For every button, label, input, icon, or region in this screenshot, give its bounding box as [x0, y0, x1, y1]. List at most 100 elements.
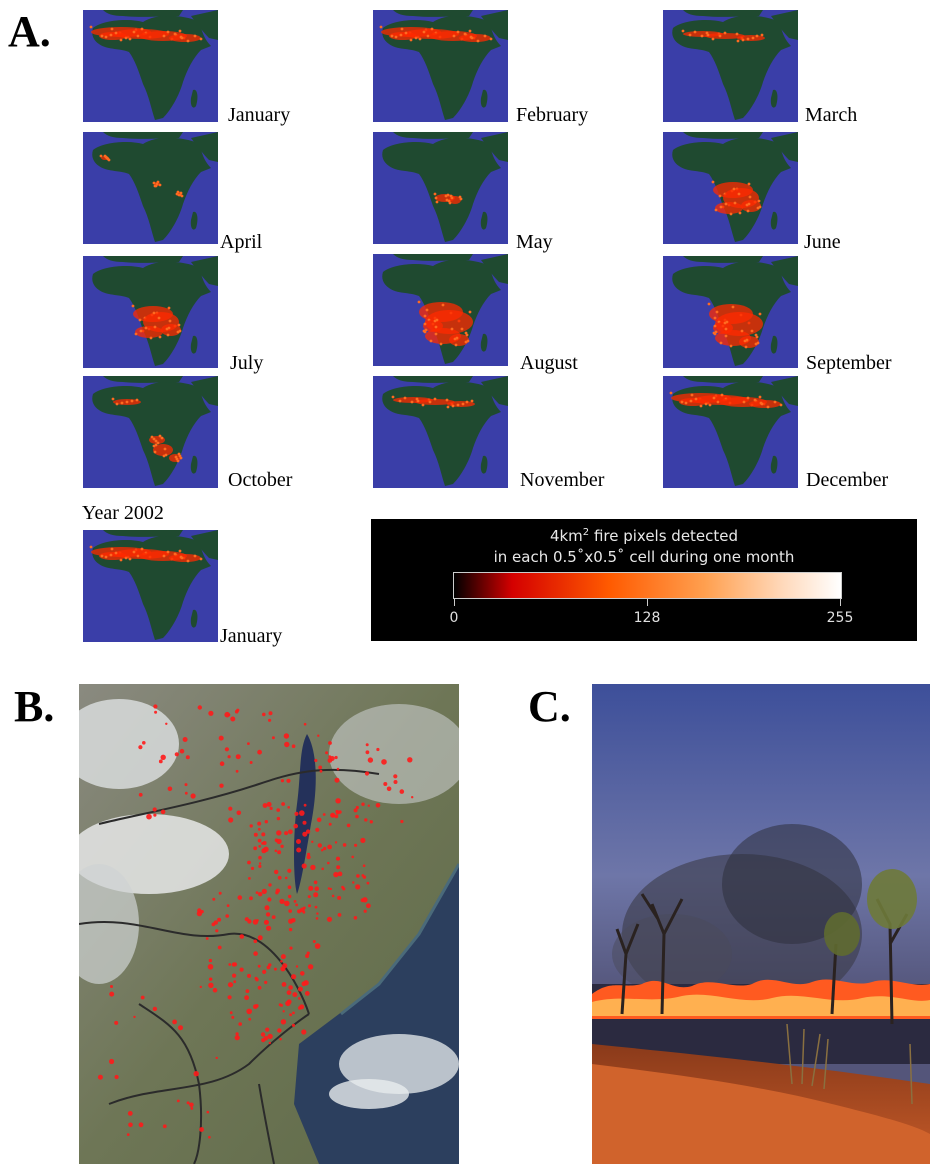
satellite-fire-dot	[266, 925, 272, 931]
fire-dot	[136, 554, 140, 558]
fire-cluster	[739, 336, 759, 348]
arabia-landmass	[771, 132, 798, 162]
satellite-fire-dot	[237, 895, 243, 900]
legend-title-part1: 4km	[549, 527, 583, 545]
fire-dot	[179, 191, 183, 195]
satellite-fire-dot	[315, 917, 319, 920]
satellite-fire-dot	[208, 982, 214, 988]
fire-dot	[132, 30, 136, 34]
fire-dot	[128, 37, 132, 41]
fire-dot	[740, 329, 744, 333]
satellite-fire-dot	[310, 864, 316, 871]
satellite-fire-dot	[238, 1022, 242, 1026]
europe-landmass	[103, 376, 183, 383]
satellite-fire-dot	[277, 850, 282, 855]
satellite-fire-dot	[257, 985, 262, 990]
satellite-fire-dot	[215, 929, 219, 933]
satellite-fire-dot	[289, 1013, 293, 1017]
satellite-fire-dot	[376, 747, 380, 752]
fire-dot	[178, 329, 182, 333]
satellite-fire-dot	[218, 735, 224, 741]
satellite-fire-dot	[146, 813, 152, 820]
fire-cluster	[161, 324, 181, 336]
europe-landmass	[683, 256, 763, 263]
satellite-fire-dot	[257, 838, 262, 843]
satellite-fire-dot	[162, 1124, 167, 1129]
satellite-fire-dot	[327, 844, 332, 850]
satellite-fire-image	[79, 684, 459, 1164]
satellite-fire-dot	[365, 743, 369, 747]
satellite-fire-dot	[346, 823, 351, 828]
month-label-april: April	[220, 231, 263, 253]
arabia-landmass	[481, 132, 508, 162]
satellite-fire-dot	[217, 917, 222, 922]
fire-cluster	[713, 322, 733, 334]
satellite-fire-dot	[185, 755, 190, 760]
satellite-fire-dot	[142, 741, 146, 745]
satellite-fire-dot	[321, 867, 324, 871]
satellite-fire-dot	[323, 846, 327, 851]
fire-dot	[424, 328, 428, 332]
fire-dot	[690, 393, 694, 397]
satellite-fire-dot	[258, 864, 262, 868]
fire-dot	[416, 399, 420, 403]
fire-dot	[166, 30, 170, 34]
satellite-fire-dot	[367, 804, 370, 807]
satellite-fire-dot	[248, 1017, 252, 1021]
satellite-fire-dot	[328, 822, 332, 826]
fire-dot	[114, 551, 118, 555]
africa-map-svg	[83, 256, 218, 368]
satellite-fire-dot	[293, 900, 297, 903]
fire-dot	[186, 39, 190, 43]
europe-landmass	[683, 10, 763, 17]
satellite-fire-dot	[308, 885, 314, 891]
fire-dot	[404, 31, 408, 35]
satellite-fire-dot	[280, 1003, 283, 1007]
fire-dot	[451, 404, 455, 408]
satellite-fire-dot	[275, 888, 280, 893]
europe-landmass	[683, 132, 763, 139]
satellite-fire-dot	[302, 910, 306, 914]
month-label-december: December	[806, 469, 889, 491]
month-label-february: February	[516, 104, 589, 126]
satellite-fire-dot	[231, 1015, 235, 1019]
fire-dot	[745, 338, 749, 342]
satellite-fire-dot	[302, 906, 306, 910]
fire-dot	[669, 391, 673, 395]
fire-dot	[758, 205, 762, 209]
satellite-fire-dot	[317, 843, 322, 848]
fire-dot	[109, 33, 113, 37]
fire-dot	[707, 302, 711, 306]
satellite-fire-dot	[364, 771, 370, 776]
fire-dot	[423, 314, 427, 318]
fire-dot	[134, 332, 138, 336]
satellite-fire-dot	[322, 813, 326, 816]
satellite-fire-dot	[283, 733, 290, 739]
fire-dot	[157, 316, 161, 320]
satellite-fire-dot	[293, 823, 298, 829]
satellite-fire-dot	[284, 741, 290, 748]
africa-map-svg	[663, 132, 798, 244]
fire-dot	[758, 312, 762, 316]
satellite-fire-dot	[289, 946, 293, 950]
satellite-fire-dot	[393, 774, 398, 779]
fire-dot	[434, 196, 438, 200]
satellite-fire-dot	[307, 964, 314, 970]
arabia-landmass	[771, 256, 798, 286]
fire-dot	[747, 202, 751, 206]
satellite-fire-dot	[208, 958, 213, 963]
satellite-fire-dot	[280, 844, 284, 848]
satellite-fire-dot	[306, 951, 310, 955]
fire-dot	[466, 339, 470, 343]
satellite-fire-dot	[239, 934, 245, 939]
satellite-fire-dot	[360, 837, 366, 843]
satellite-fire-dot	[224, 711, 230, 718]
satellite-fire-dot	[257, 935, 263, 941]
satellite-fire-dot	[329, 887, 332, 891]
satellite-fire-dot	[267, 1033, 273, 1040]
satellite-fire-dot	[292, 992, 298, 998]
fire-dot	[468, 310, 472, 314]
fire-dot	[140, 27, 144, 31]
fire-cluster	[415, 399, 455, 405]
fire-map-november	[373, 376, 508, 488]
